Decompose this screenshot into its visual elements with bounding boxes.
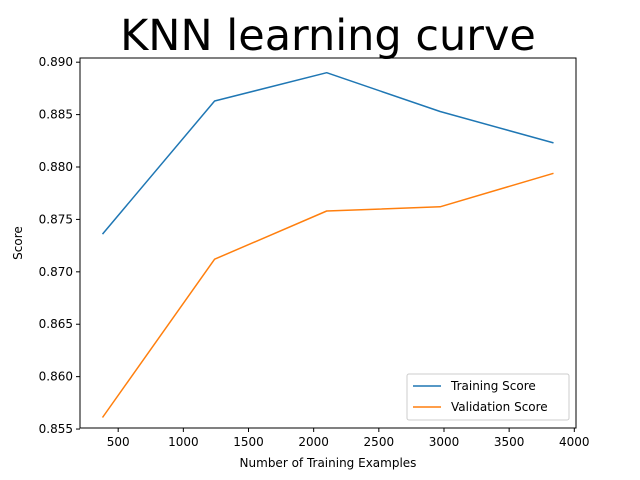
y-axis-ticks: 0.855 0.860 0.865 0.870 0.875 0.880 0.885 0.890	[39, 55, 80, 436]
legend-label-training-score: Training Score	[450, 379, 536, 393]
x-tick-label: 2000	[298, 435, 329, 449]
legend-box	[406, 373, 570, 421]
x-tick-label: 500	[107, 435, 130, 449]
x-tick-label: 2500	[364, 435, 395, 449]
x-axis-ticks: 500 1000 1500 2000 2500 3000 3500 4000	[107, 428, 590, 449]
x-tick-label: 3000	[429, 435, 460, 449]
plot-area-frame	[79, 57, 577, 429]
x-tick-label: 1500	[233, 435, 264, 449]
x-tick-label: 1000	[168, 435, 199, 449]
x-tick-label: 4000	[559, 435, 590, 449]
y-tick-label: 0.880	[39, 160, 73, 174]
y-tick-label: 0.870	[39, 265, 73, 279]
series-lines	[101, 71, 554, 418]
y-tick-label: 0.885	[39, 108, 73, 122]
chart-title: KNN learning curve	[120, 11, 536, 61]
y-tick-label: 0.865	[39, 317, 73, 331]
training-score-line	[101, 71, 554, 235]
y-axis-label: Score	[11, 226, 25, 260]
y-tick-label: 0.860	[39, 370, 73, 384]
legend: Training Score Validation Score	[406, 373, 570, 421]
y-tick-label: 0.875	[39, 212, 73, 226]
legend-label-validation-score: Validation Score	[451, 400, 548, 414]
validation-score-line	[101, 172, 554, 418]
x-tick-label: 3500	[494, 435, 525, 449]
y-tick-label: 0.855	[39, 422, 73, 436]
y-tick-label: 0.890	[39, 55, 73, 69]
x-axis-label: Number of Training Examples	[240, 456, 417, 470]
